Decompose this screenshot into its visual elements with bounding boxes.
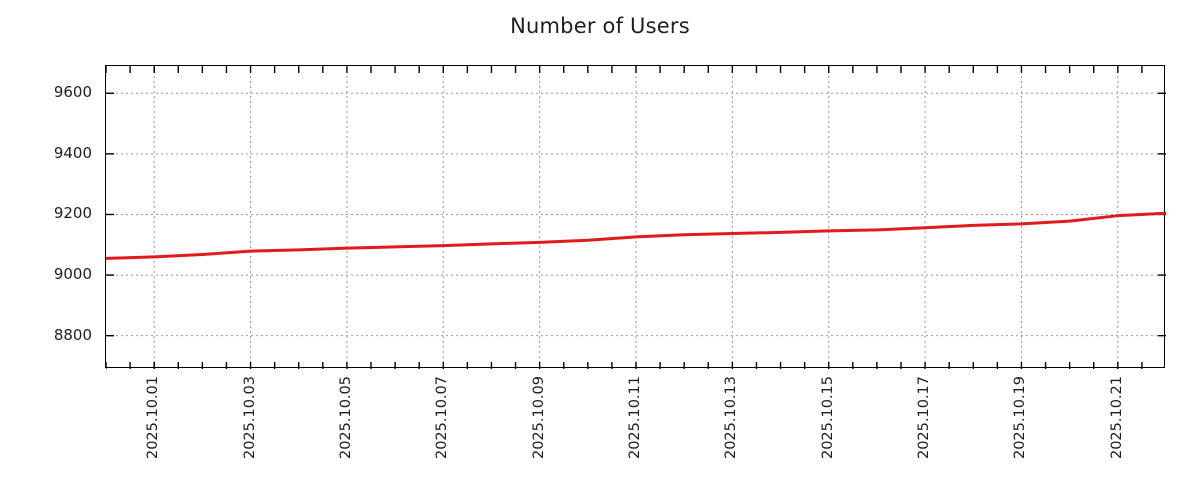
x-axis-tick-label: 2025.10.07	[434, 376, 451, 460]
x-axis-tick-label: 2025.10.19	[1012, 376, 1029, 460]
x-axis-tick-label: 2025.10.11	[627, 376, 643, 460]
chart-svg	[106, 66, 1166, 369]
x-axis-tick-label: 2025.10.21	[1108, 376, 1125, 460]
axis-tick-marks	[106, 66, 1166, 369]
x-axis-tick-label: 2025.10.15	[819, 376, 836, 460]
data-series-line	[106, 211, 1166, 260]
gridlines-horizontal	[106, 92, 1166, 337]
gridlines-vertical	[153, 66, 1119, 369]
plot-area	[105, 65, 1166, 369]
y-axis-tick-label: 8800	[53, 325, 92, 344]
chart-title: Number of Users	[510, 14, 690, 38]
x-axis-tick-label: 2025.10.13	[723, 376, 740, 460]
y-axis-tick-label: 9200	[53, 204, 92, 223]
x-axis-tick-label: 2025.10.03	[241, 376, 258, 460]
x-axis-tick-label: 2025.10.01	[145, 376, 162, 460]
x-axis-tick-label: 2025.10.05	[337, 376, 354, 460]
x-axis-tick-label: 2025.10.17	[916, 376, 933, 460]
y-axis-tick-label: 9600	[53, 83, 92, 102]
x-axis-tick-label: 2025.10.09	[530, 376, 547, 460]
y-axis-tick-label: 9000	[53, 265, 92, 284]
y-axis-tick-label: 9400	[53, 143, 92, 162]
